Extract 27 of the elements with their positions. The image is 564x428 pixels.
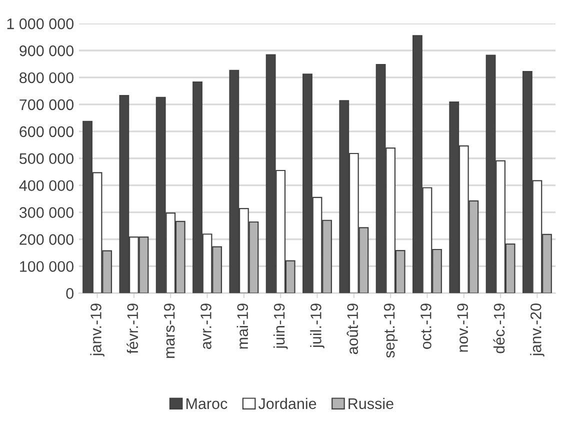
x-tick-label: sept.-19 [384,304,398,358]
legend-label: Russie [348,398,394,410]
legend-label: Maroc [186,398,228,410]
y-tick-label: 700 000 [20,99,74,110]
x-tick-label: août-19 [346,304,358,354]
x-tick-label: janv.-20 [530,303,544,356]
x-tick-label: juil.-19 [310,304,324,348]
x-tick-label: mars-19 [164,304,175,358]
x-tick-label: nov.-19 [457,304,468,352]
x-tick-label: janv.-19 [90,304,104,356]
x-tick-label: avr.-19 [200,304,212,349]
y-tick-label: 100 000 [20,261,74,272]
y-tick-label: 400 000 [19,180,74,192]
x-tick-label: févr.-19 [126,304,138,354]
x-tick-label: juin-19 [273,304,288,350]
x-tick-label: oct.-19 [420,304,432,349]
x-tick-label: mai-19 [236,304,248,349]
y-tick-label: 300 000 [19,207,74,218]
legend-label: Jordanie [258,398,316,410]
y-tick-label: 500 000 [19,153,74,164]
y-tick-label: 200 000 [20,234,74,245]
y-tick-label: 0 [66,288,74,299]
y-tick-label: 1 000 000 [7,18,74,30]
y-tick-label: 600 000 [20,126,74,138]
x-tick-label: déc.-19 [493,304,505,354]
y-tick-label: 800 000 [20,72,74,84]
y-tick-label: 900 000 [20,45,74,56]
